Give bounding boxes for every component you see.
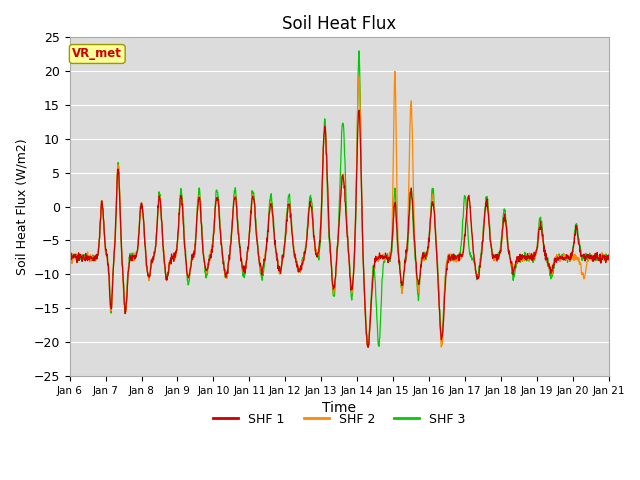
SHF 3 [246,223,253,228]
SHF 1 [424,248,431,253]
SHF 2 [423,253,431,259]
SHF 3 [605,255,612,261]
Text: VR_met: VR_met [72,48,122,60]
SHF 3 [541,252,549,258]
SHF 1 [66,251,74,257]
SHF 2 [246,229,253,235]
Legend: SHF 1, SHF 2, SHF 3: SHF 1, SHF 2, SHF 3 [209,408,470,431]
SHF 2 [605,255,612,261]
SHF 1 [246,224,253,229]
Line: SHF 2: SHF 2 [70,72,609,347]
SHF 2 [186,269,193,275]
Line: SHF 3: SHF 3 [70,51,609,348]
Title: Soil Heat Flux: Soil Heat Flux [282,15,396,33]
SHF 1 [186,272,193,277]
SHF 3 [173,247,180,253]
SHF 1 [364,344,372,350]
Y-axis label: Soil Heat Flux (W/m2): Soil Heat Flux (W/m2) [15,138,28,275]
SHF 1 [541,257,549,263]
SHF 3 [66,256,74,262]
SHF 2 [438,344,445,350]
SHF 1 [355,108,363,113]
SHF 2 [66,254,74,260]
SHF 3 [494,254,502,260]
SHF 3 [355,48,363,54]
SHF 3 [186,276,193,281]
SHF 2 [494,252,502,258]
Line: SHF 1: SHF 1 [70,110,609,347]
SHF 1 [173,247,180,253]
SHF 3 [364,345,372,350]
SHF 2 [541,253,549,259]
SHF 1 [494,257,502,263]
SHF 3 [424,250,431,255]
SHF 1 [605,252,612,258]
SHF 2 [391,69,399,74]
X-axis label: Time: Time [322,401,356,415]
SHF 2 [173,248,180,254]
